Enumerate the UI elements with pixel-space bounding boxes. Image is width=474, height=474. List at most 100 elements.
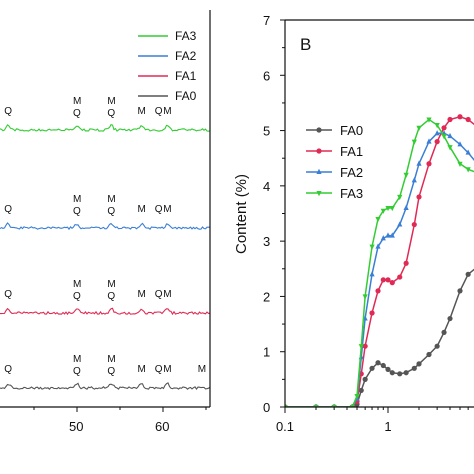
- legend-label-fa2: FA2: [175, 49, 197, 63]
- peak-label-fa1-3: Q: [73, 291, 81, 302]
- series-line-fa3: [0, 124, 211, 132]
- y-tick-label-0: 0: [263, 400, 270, 415]
- data-point-fa2-10: [385, 232, 391, 238]
- data-point-fa2-17: [434, 130, 440, 136]
- y-tick-label-5: 5: [263, 124, 270, 139]
- data-point-fa1-11: [389, 280, 395, 286]
- data-point-fa3-8: [375, 217, 381, 223]
- data-point-fa2-12: [397, 221, 403, 227]
- peak-label-fa2-6: M: [138, 204, 146, 215]
- data-point-fa2-8: [375, 243, 381, 249]
- y-tick-label-2: 2: [263, 289, 270, 304]
- data-point-fa1-7: [369, 310, 375, 316]
- data-point-fa0-14: [411, 365, 417, 371]
- data-point-fa2-13: [403, 204, 409, 210]
- panel-a-legend: FA3 FA2 FA1 FA0: [138, 29, 197, 103]
- data-point-fa1-14: [411, 221, 417, 228]
- peak-label-fa3-3: Q: [73, 108, 81, 119]
- y-tick-label-4: 4: [263, 179, 270, 194]
- peak-label-fa1-8: M: [163, 289, 171, 300]
- peak-label-fa3-5: Q: [107, 108, 115, 119]
- peak-label-fa0-2: M: [73, 354, 81, 365]
- data-point-fa1-12: [397, 274, 403, 280]
- data-point-fa1-19: [447, 116, 453, 123]
- data-point-fa1-9: [380, 277, 386, 283]
- data-point-fa1-8: [375, 288, 381, 294]
- data-point-fa3-6: [362, 294, 368, 300]
- data-point-fa0-8: [375, 360, 381, 366]
- legend-label-fa0: FA0: [175, 89, 197, 103]
- peak-label-fa1-7: Q: [155, 289, 163, 300]
- data-point-fa3-19: [447, 145, 453, 151]
- data-point-fa0-6: [362, 376, 368, 382]
- data-point-fa2-11: [389, 232, 395, 238]
- data-point-fa1-17: [434, 139, 440, 145]
- data-point-fa0-15: [416, 361, 422, 367]
- panel-b-legend: FA0 FA1 FA2 FA3: [300, 117, 372, 215]
- peak-label-fa1-4: M: [107, 279, 115, 290]
- legend-label-fa3: FA3: [175, 29, 197, 43]
- panel-b-particle-size-chart: B 0 1 2 3 4 5 6 7 Content (%) 0.1 1 FA0 FA1 FA2 FA3: [233, 13, 474, 434]
- data-point-fa2-20: [457, 141, 463, 147]
- data-point-fa2-21: [465, 149, 471, 155]
- legend-label-fa3: FA3: [340, 186, 363, 201]
- data-point-fa0-13: [403, 370, 409, 376]
- peak-label-fa0-3: Q: [73, 366, 81, 377]
- legend-label-fa1: FA1: [340, 144, 363, 159]
- y-tick-label-1: 1: [263, 345, 270, 360]
- peak-label-fa2-8: M: [163, 204, 171, 215]
- data-point-fa1-20: [457, 114, 463, 120]
- series-line-fa2: [0, 222, 210, 231]
- data-point-fa3-21: [465, 167, 471, 173]
- data-point-fa3-17: [434, 123, 440, 129]
- data-point-fa2-16: [426, 138, 432, 144]
- data-point-fa3-13: [403, 172, 409, 178]
- peak-label-fa1-1: Q: [4, 289, 12, 300]
- data-point-fa0-9: [380, 362, 386, 369]
- peak-label-fa2-4: M: [107, 194, 115, 205]
- y-axis-label: Content (%): [233, 174, 250, 254]
- peak-label-fa1-2: M: [73, 279, 81, 290]
- legend-label-fa0: FA0: [340, 123, 363, 138]
- legend-marker-fa0: [316, 127, 322, 133]
- data-point-fa1-16: [426, 161, 432, 167]
- data-point-fa0-21: [465, 271, 471, 277]
- data-point-fa3-18: [441, 134, 447, 140]
- data-point-fa0-17: [434, 343, 440, 349]
- peak-label-fa2-5: Q: [107, 206, 115, 217]
- y-tick-label-6: 6: [263, 68, 270, 83]
- peak-label-fa3-6: M: [138, 106, 146, 117]
- y-tick-label-3: 3: [263, 234, 270, 249]
- legend-marker-fa3: [316, 191, 322, 197]
- data-point-fa3-11: [389, 205, 395, 212]
- legend-marker-fa2: [316, 168, 322, 174]
- data-point-fa3-4: [354, 393, 360, 400]
- peak-label-fa1-5: Q: [107, 291, 115, 302]
- panel-a-series-group: [0, 124, 211, 391]
- series-fa1: [285, 114, 474, 407]
- legend-label-fa1: FA1: [175, 69, 197, 83]
- peak-label-fa0-7: Q: [155, 364, 163, 375]
- peak-label-fa0-1: Q: [4, 364, 12, 375]
- data-point-fa0-7: [369, 365, 375, 371]
- data-point-fa1-6: [362, 343, 368, 349]
- y-tick-label-7: 7: [263, 13, 270, 28]
- series-fa0: [285, 268, 474, 407]
- data-point-fa3-14: [411, 139, 417, 145]
- data-point-fa2-14: [411, 177, 417, 183]
- series-line-fa1: [0, 307, 211, 316]
- peak-label-fa0-4: M: [107, 354, 115, 365]
- x-tick-label-1: 1: [384, 419, 391, 434]
- peak-label-fa3-1: Q: [4, 106, 12, 117]
- data-point-fa3-15: [416, 125, 422, 132]
- data-point-fa3-7: [369, 244, 375, 250]
- peak-label-fa3-4: M: [107, 96, 115, 107]
- data-point-fa3-20: [457, 161, 463, 167]
- data-point-fa2-7: [369, 271, 375, 277]
- legend-label-fa2: FA2: [340, 165, 363, 180]
- data-point-fa0-5: [358, 387, 364, 394]
- peak-label-fa2-2: M: [73, 194, 81, 205]
- x-tick-label-60: 60: [155, 419, 169, 434]
